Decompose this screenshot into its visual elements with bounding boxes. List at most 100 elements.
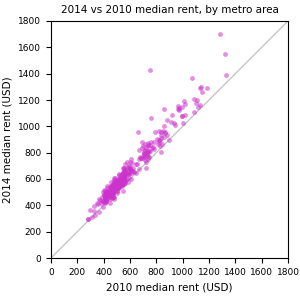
Point: [85, 216, 90, 221]
Point: [129, 160, 134, 165]
Point: [92, 203, 97, 208]
Point: [143, 155, 148, 160]
Point: [122, 176, 127, 181]
Point: [199, 84, 204, 89]
Point: [118, 176, 123, 181]
Point: [122, 180, 126, 185]
Point: [158, 143, 162, 148]
Point: [165, 133, 170, 137]
Point: [177, 106, 182, 110]
Point: [117, 176, 122, 180]
Point: [110, 183, 114, 188]
Point: [103, 196, 107, 201]
Point: [159, 133, 164, 137]
Point: [123, 168, 128, 173]
Point: [121, 178, 125, 183]
Point: [128, 166, 132, 171]
Point: [146, 144, 151, 148]
Point: [114, 179, 118, 184]
Point: [182, 99, 187, 104]
Point: [148, 142, 153, 147]
Point: [136, 157, 141, 161]
Point: [112, 183, 117, 188]
Point: [115, 178, 120, 183]
Y-axis label: 2014 median rent (USD): 2014 median rent (USD): [3, 76, 13, 203]
Point: [173, 123, 178, 128]
Point: [120, 178, 125, 182]
Point: [116, 185, 120, 190]
Point: [87, 208, 92, 212]
Point: [194, 101, 199, 106]
Point: [103, 191, 108, 196]
Point: [112, 189, 116, 194]
Point: [85, 216, 90, 221]
Point: [110, 191, 115, 196]
Point: [140, 145, 145, 150]
Point: [161, 128, 166, 133]
Point: [200, 90, 204, 95]
Point: [122, 178, 127, 183]
Point: [145, 151, 149, 156]
Point: [112, 187, 117, 191]
Point: [105, 190, 110, 195]
Point: [138, 156, 143, 161]
Point: [111, 188, 116, 193]
Point: [152, 130, 157, 135]
Point: [110, 194, 115, 199]
Point: [127, 167, 131, 172]
Point: [165, 117, 170, 122]
Point: [156, 137, 161, 142]
Point: [105, 194, 110, 199]
Point: [90, 215, 94, 220]
Point: [117, 179, 122, 184]
Point: [99, 199, 104, 203]
Point: [122, 178, 127, 182]
Point: [128, 164, 132, 169]
Point: [108, 189, 113, 194]
Point: [124, 176, 129, 181]
Point: [107, 196, 112, 201]
Point: [169, 119, 174, 124]
Point: [138, 155, 142, 160]
Point: [149, 116, 154, 121]
Point: [143, 158, 148, 163]
Point: [110, 190, 115, 195]
Point: [125, 165, 130, 170]
Point: [194, 98, 199, 103]
Point: [122, 176, 126, 180]
Point: [145, 150, 150, 154]
Point: [146, 141, 150, 146]
Point: [136, 129, 140, 134]
Point: [111, 186, 116, 190]
Point: [112, 187, 117, 192]
Point: [102, 201, 107, 206]
Point: [157, 129, 161, 134]
Point: [111, 185, 116, 190]
Point: [122, 174, 126, 179]
Point: [167, 137, 172, 142]
Point: [120, 181, 125, 186]
Point: [121, 166, 125, 170]
Point: [161, 124, 166, 129]
Point: [109, 187, 114, 192]
Point: [140, 156, 145, 161]
Point: [195, 105, 200, 110]
Point: [95, 201, 100, 206]
Point: [112, 184, 117, 189]
Point: [156, 141, 161, 146]
Point: [140, 140, 144, 145]
Point: [107, 192, 112, 197]
Point: [114, 182, 119, 187]
Point: [117, 172, 122, 177]
Point: [115, 189, 119, 194]
Point: [176, 106, 180, 111]
Point: [170, 113, 175, 118]
Point: [101, 190, 106, 194]
Point: [118, 177, 123, 182]
Point: [112, 178, 117, 183]
Point: [146, 157, 151, 161]
Point: [128, 160, 133, 164]
Point: [103, 197, 108, 202]
Point: [143, 142, 148, 146]
Point: [100, 199, 105, 204]
